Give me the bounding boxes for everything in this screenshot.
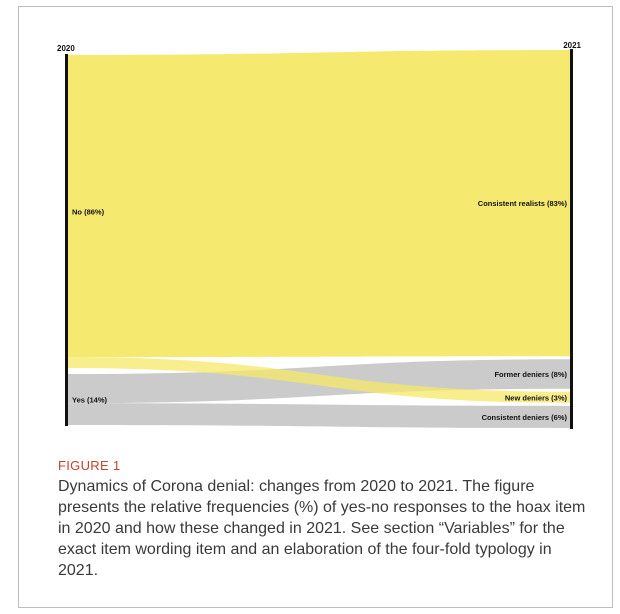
flow-yes-to-consistent (67, 403, 571, 428)
flow-layer (67, 50, 571, 428)
target-label-new: New deniers (3%) (505, 393, 568, 402)
sankey-chart: 2020 2021 No (86%) Yes (14%) Consistent real… (57, 41, 582, 429)
right-axis-bar (570, 49, 573, 429)
target-label-former: Former deniers (8%) (494, 370, 567, 379)
target-label-realists: Consistent realists (83%) (478, 199, 568, 208)
left-axis-label: 2020 (57, 44, 75, 53)
flow-no-to-new (67, 357, 571, 403)
right-axis-label: 2021 (563, 41, 581, 50)
left-axis-bar (65, 54, 68, 426)
figure-label: FIGURE 1 (58, 458, 121, 473)
figure-caption: Dynamics of Corona denial: changes from … (58, 478, 586, 579)
target-label-consistent: Consistent deniers (6%) (482, 413, 568, 422)
flow-no-to-realists (67, 50, 571, 358)
source-label-yes: Yes (14%) (72, 396, 108, 405)
label-layer: 2020 2021 No (86%) Yes (14%) Consistent real… (57, 41, 582, 422)
source-label-no: No (86%) (72, 208, 105, 217)
axis-layer (65, 49, 573, 429)
